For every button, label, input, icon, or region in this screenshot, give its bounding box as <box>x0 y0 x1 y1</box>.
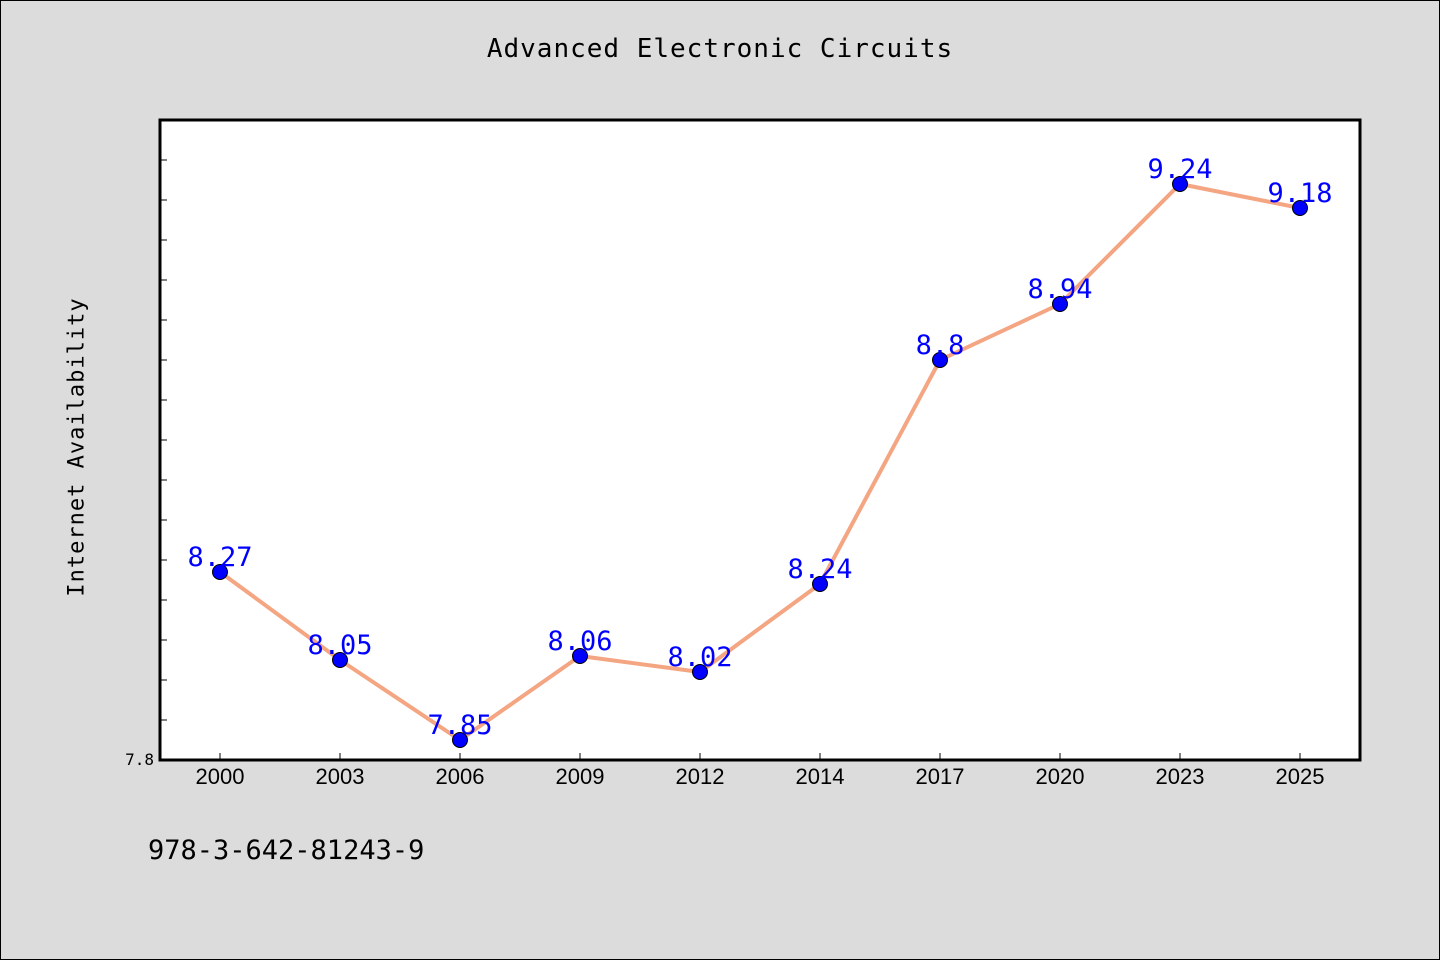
chart-title: Advanced Electronic Circuits <box>486 34 954 64</box>
data-points <box>212 176 1308 748</box>
y-axis-ticks <box>160 159 167 721</box>
x-tick-label: 2025 <box>1276 764 1325 789</box>
x-tick-label: 2000 <box>196 764 245 789</box>
data-point <box>692 664 708 680</box>
data-labels: 8.27 8.05 7.85 8.06 8.02 8.24 8.8 8.94 9.24 9.18 <box>187 154 1332 741</box>
x-tick-label: 2006 <box>436 764 485 789</box>
data-point <box>932 352 948 368</box>
x-tick-label: 2017 <box>916 764 965 789</box>
plot-area <box>158 118 1362 762</box>
data-label: 9.24 <box>1147 154 1212 185</box>
data-label: 8.02 <box>667 642 732 673</box>
x-tick-label: 2020 <box>1036 764 1085 789</box>
x-tick-label: 2003 <box>316 764 365 789</box>
data-point <box>812 576 828 592</box>
data-label: 8.94 <box>1027 274 1092 305</box>
x-tick-label: 2012 <box>676 764 725 789</box>
data-point <box>572 648 588 664</box>
data-label: 8.24 <box>787 554 852 585</box>
x-axis-tick-labels: 2000 2003 2006 2009 2012 2014 2017 2020 2023 2025 <box>196 764 1325 789</box>
data-point <box>452 732 468 748</box>
series-line <box>218 182 1301 742</box>
isbn-text: 978-3-642-81243-9 <box>148 835 425 866</box>
x-tick-label: 2023 <box>1156 764 1205 789</box>
data-label: 8.06 <box>547 626 612 657</box>
x-axis-ticks <box>219 753 1301 760</box>
x-tick-label: 2014 <box>796 764 845 789</box>
data-label: 8.27 <box>187 542 252 573</box>
data-label: 8.05 <box>307 630 372 661</box>
data-point <box>1292 200 1308 216</box>
y-tick-label: 7.8 <box>125 750 154 769</box>
y-axis-tick-labels: 7.8 <box>125 750 154 769</box>
data-label: 9.18 <box>1267 178 1332 209</box>
data-point <box>332 652 348 668</box>
data-point <box>212 564 228 580</box>
data-point <box>1172 176 1188 192</box>
x-tick-label: 2009 <box>556 764 605 789</box>
data-label: 7.85 <box>427 710 492 741</box>
data-point <box>1052 296 1068 312</box>
data-label: 8.8 <box>916 330 965 361</box>
